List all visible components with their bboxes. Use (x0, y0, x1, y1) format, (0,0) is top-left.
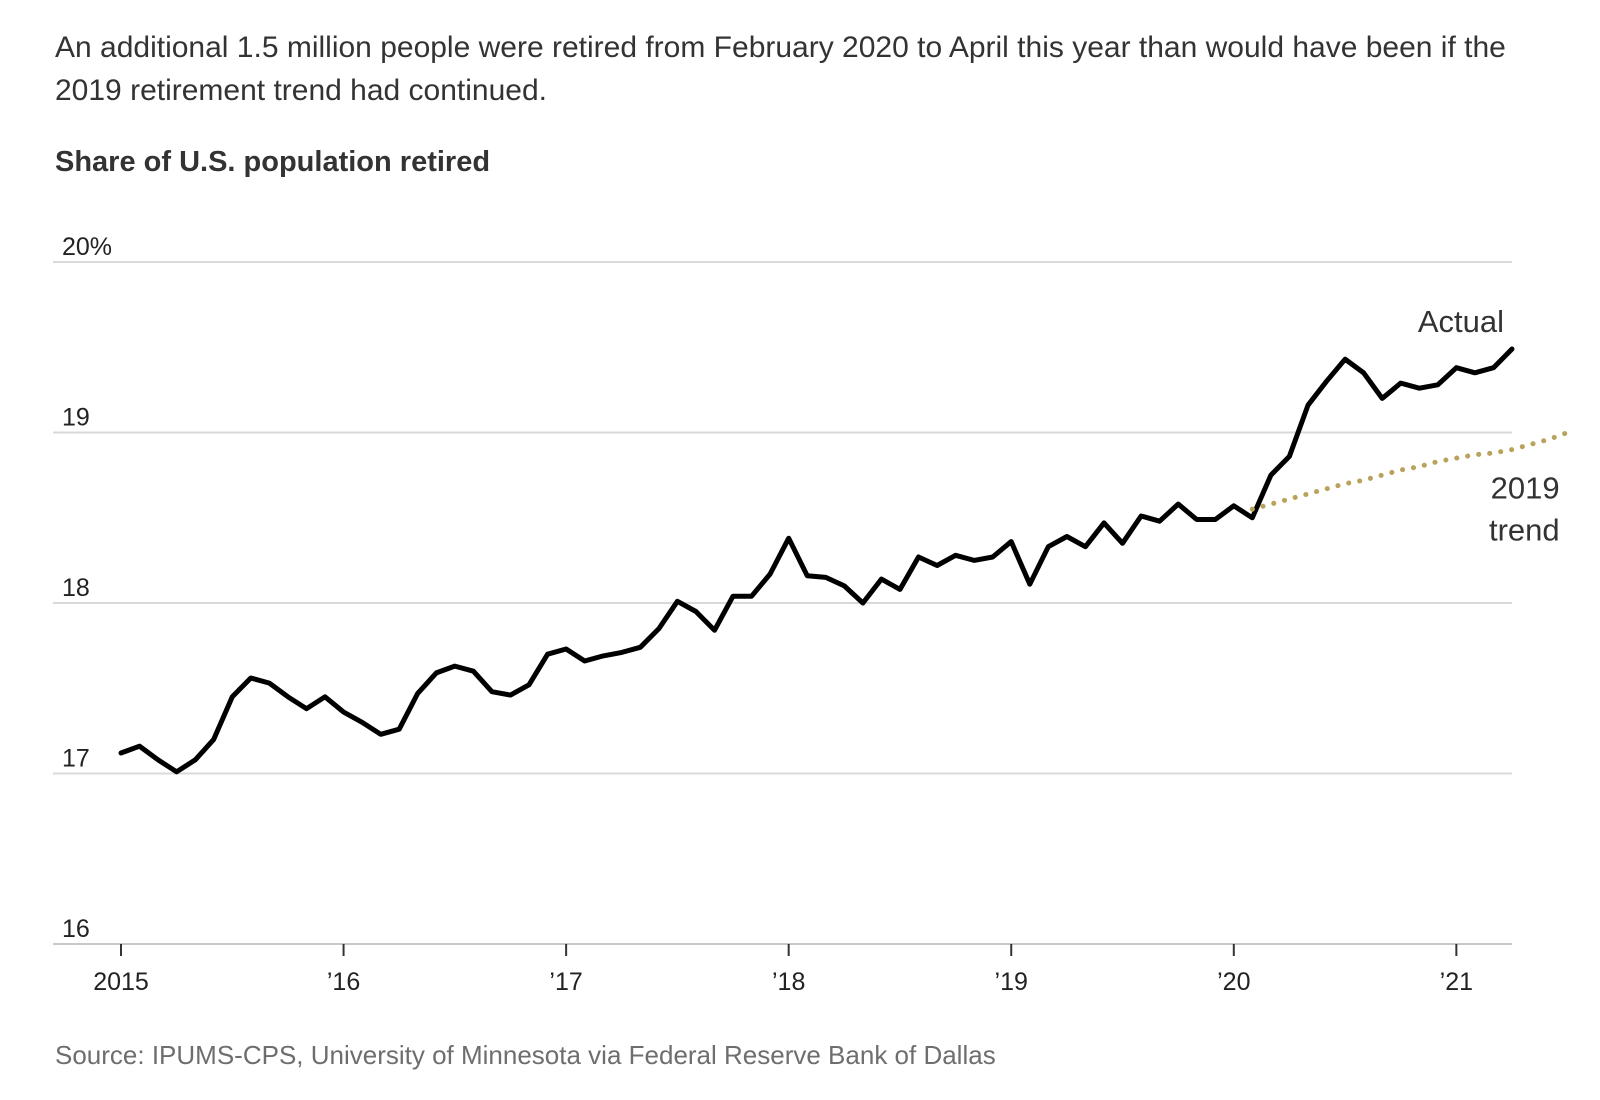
series-labels: Actual 2019 trend (1418, 304, 1560, 548)
series-label-2019-trend: 2019 trend (1489, 471, 1560, 548)
series-lines (118, 346, 1571, 775)
y-tick-label: 16 (62, 915, 90, 943)
y-tick-label: 20% (62, 233, 112, 261)
chart-title: Share of U.S. population retired (55, 146, 491, 178)
y-tick-label: 17 (62, 745, 90, 773)
x-axis-ticks: 2015 ’16 ’17 ’18 ’19 ’20 ’21 (93, 944, 1473, 996)
x-tick-label: ’18 (772, 968, 805, 996)
x-tick-label: 2015 (93, 968, 149, 996)
x-tick-label: ’16 (327, 968, 360, 996)
y-axis-ticks: 20% 19 18 17 16 (62, 233, 112, 943)
actual-line (118, 346, 1515, 775)
source-note: Source: IPUMS-CPS, University of Minneso… (55, 1040, 996, 1070)
y-tick-label: 19 (62, 404, 90, 432)
intro-text: An additional 1.5 million people were re… (55, 31, 1506, 107)
x-tick-label: ’20 (1217, 968, 1250, 996)
gridlines (53, 261, 1512, 775)
trend-2019-line (1249, 430, 1571, 512)
series-label-actual: Actual (1418, 304, 1504, 339)
x-tick-label: ’21 (1440, 968, 1473, 996)
y-tick-label: 18 (62, 574, 90, 602)
x-tick-label: ’19 (995, 968, 1028, 996)
x-tick-label: ’17 (549, 968, 582, 996)
